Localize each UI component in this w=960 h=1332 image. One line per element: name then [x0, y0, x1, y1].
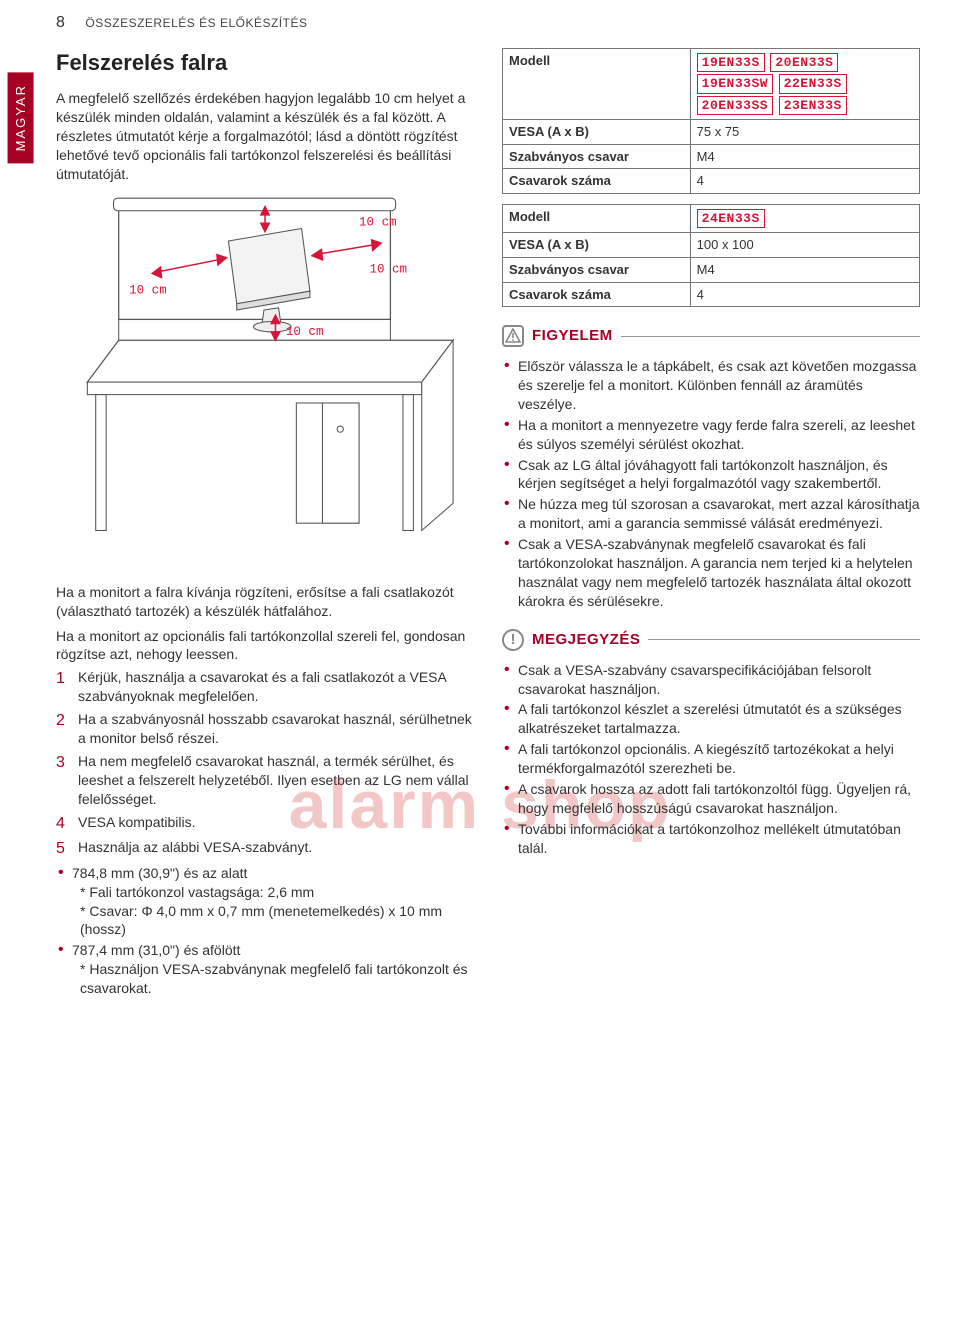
t2-r2-label: VESA (A x B)	[503, 233, 691, 258]
step-1: Kérjük, használja a csavarokat és a fali…	[78, 668, 474, 706]
caution-item: Csak az LG által jóváhagyott fali tartók…	[502, 456, 920, 494]
model-box: 23EN33S	[779, 96, 847, 116]
note-title: MEGJEGYZÉS	[532, 630, 640, 650]
caution-list: Először válassza le a tápkábelt, és csak…	[502, 357, 920, 611]
right-column: Modell 19EN33S 20EN33S 19EN33SW 22EN33S …	[502, 48, 920, 1000]
p-secure: Ha a monitort az opcionális fali tartóko…	[56, 627, 474, 665]
note-item: További információkat a tartókonzolhoz m…	[502, 820, 920, 858]
section-title: ÖSSZESZERELÉS ÉS ELŐKÉSZÍTÉS	[85, 15, 307, 31]
model-box: 22EN33S	[779, 74, 847, 94]
model-box: 20EN33SS	[697, 96, 773, 116]
desk-illustration: 10 cm 10 cm 10 cm 10 cm	[56, 194, 474, 570]
caution-item: Ne húzza meg túl szorosan a csavarokat, …	[502, 495, 920, 533]
cm-label-top: 10 cm	[359, 215, 397, 229]
t2-r3-val: M4	[690, 257, 919, 282]
page-title: Felszerelés falra	[56, 48, 474, 78]
p-attach: Ha a monitort a falra kívánja rögzíteni,…	[56, 583, 474, 621]
numbered-steps: 1Kérjük, használja a csavarokat és a fal…	[56, 668, 474, 859]
page-number: 8	[56, 12, 65, 34]
note-item: A fali tartókonzol opcionális. A kiegész…	[502, 740, 920, 778]
note-item: A fali tartókonzol készlet a szerelési ú…	[502, 700, 920, 738]
t2-r1-label: Modell	[503, 204, 691, 233]
cm-label-right: 10 cm	[369, 262, 407, 276]
caution-item: Csak a VESA-szabványnak megfelelő csavar…	[502, 535, 920, 611]
intro-paragraph: A megfelelő szellőzés érdekében hagyjon …	[56, 89, 474, 183]
t1-r1-models: 19EN33S 20EN33S 19EN33SW 22EN33S 20EN33S…	[690, 48, 919, 120]
t2-r1-models: 24EN33S	[690, 204, 919, 233]
t2-r3-label: Szabványos csavar	[503, 257, 691, 282]
step-3: Ha nem megfelelő csavarokat használ, a t…	[78, 752, 474, 809]
t1-r1-label: Modell	[503, 48, 691, 120]
caution-item: Először válassza le a tápkábelt, és csak…	[502, 357, 920, 414]
t2-r4-label: Csavarok száma	[503, 282, 691, 307]
t1-r2-val: 75 x 75	[690, 120, 919, 145]
caution-item: Ha a monitort a mennyezetre vagy ferde f…	[502, 416, 920, 454]
left-column: Felszerelés falra A megfelelő szellőzés …	[56, 48, 474, 1000]
t1-r4-val: 4	[690, 169, 919, 194]
note-item: Csak a VESA-szabvány csavarspecifikációj…	[502, 661, 920, 699]
spec-a1: * Fali tartókonzol vastagsága: 2,6 mm	[72, 883, 474, 902]
vesa-table-1: Modell 19EN33S 20EN33S 19EN33SW 22EN33S …	[502, 48, 920, 194]
cm-label-left: 10 cm	[129, 283, 167, 297]
t1-r3-val: M4	[690, 144, 919, 169]
note-icon: !	[502, 629, 524, 651]
step-5: Használja az alábbi VESA-szabványt.	[78, 838, 474, 860]
caution-title: FIGYELEM	[532, 326, 613, 346]
caution-callout: FIGYELEM Először válassza le a tápkábelt…	[502, 325, 920, 611]
model-box: 20EN33S	[770, 53, 838, 73]
language-tab: MAGYAR	[8, 72, 34, 163]
model-box: 19EN33SW	[697, 74, 773, 94]
note-list: Csak a VESA-szabvány csavarspecifikációj…	[502, 661, 920, 858]
note-callout: ! MEGJEGYZÉS Csak a VESA-szabvány csavar…	[502, 629, 920, 858]
model-box: 19EN33S	[697, 53, 765, 73]
vesa-table-2: Modell 24EN33S VESA (A x B)100 x 100 Sza…	[502, 204, 920, 307]
step-2: Ha a szabványosnál hosszabb csavarokat h…	[78, 710, 474, 748]
spec-b1: * Használjon VESA-szabványnak megfelelő …	[72, 960, 474, 998]
note-item: A csavarok hossza az adott fali tartókon…	[502, 780, 920, 818]
step-4: VESA kompatibilis.	[78, 813, 474, 835]
cm-label-bottom: 10 cm	[286, 325, 324, 339]
spec-a: 784,8 mm (30,9") és az alatt	[72, 865, 247, 881]
t1-r3-label: Szabványos csavar	[503, 144, 691, 169]
t2-r4-val: 4	[690, 282, 919, 307]
t1-r4-label: Csavarok száma	[503, 169, 691, 194]
t2-r2-val: 100 x 100	[690, 233, 919, 258]
t1-r2-label: VESA (A x B)	[503, 120, 691, 145]
model-box: 24EN33S	[697, 209, 765, 229]
spec-a2: * Csavar: Φ 4,0 mm x 0,7 mm (menetemelke…	[72, 902, 474, 940]
vesa-spec-list: 784,8 mm (30,9") és az alatt * Fali tart…	[56, 864, 474, 998]
page-header: 8 ÖSSZESZERELÉS ÉS ELŐKÉSZÍTÉS	[0, 0, 960, 42]
spec-b: 787,4 mm (31,0") és afölött	[72, 942, 240, 958]
caution-icon	[502, 325, 524, 347]
